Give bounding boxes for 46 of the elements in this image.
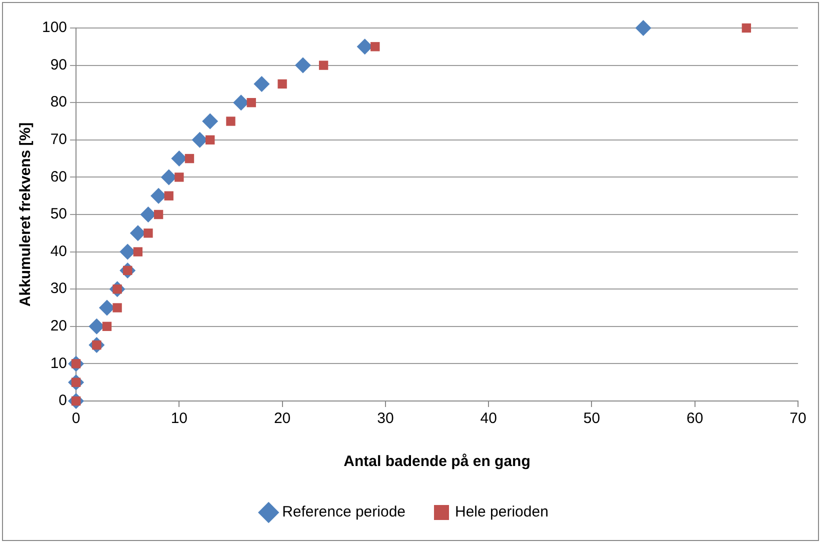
x-tick-label: 40 xyxy=(480,410,497,428)
y-axis-title: Akkumuleret frekvens [%] xyxy=(17,122,34,307)
y-tick-label: 80 xyxy=(50,94,68,111)
point xyxy=(226,116,236,126)
point xyxy=(254,76,270,92)
point xyxy=(278,79,287,89)
point xyxy=(102,322,112,331)
point xyxy=(246,98,256,108)
y-tick-label: 90 xyxy=(50,56,68,74)
point xyxy=(184,154,194,164)
point xyxy=(742,23,752,33)
point xyxy=(98,300,115,316)
y-tick-label: 50 xyxy=(50,206,68,223)
point xyxy=(370,42,380,52)
point xyxy=(112,303,122,312)
y-tick-label: 20 xyxy=(50,318,68,335)
point xyxy=(160,169,177,186)
y-tick-label: 0 xyxy=(58,392,68,410)
x-tick-label: 60 xyxy=(686,410,704,428)
y-tick-label: 10 xyxy=(50,354,68,372)
y-tick-label: 100 xyxy=(42,19,68,36)
legend-label: Reference periode xyxy=(282,504,406,521)
point xyxy=(133,247,143,256)
point xyxy=(356,38,373,55)
point xyxy=(174,172,184,182)
y-tick-label: 30 xyxy=(50,280,68,298)
x-tick-label: 10 xyxy=(170,410,188,428)
point xyxy=(130,225,146,242)
x-tick-label: 70 xyxy=(790,410,806,428)
x-tick-label: 50 xyxy=(583,410,600,428)
point xyxy=(202,113,218,130)
point xyxy=(318,60,328,70)
x-axis-title: Antal badende på en gang xyxy=(344,453,530,470)
legend-label: Hele perioden xyxy=(455,504,548,521)
x-tick-label: 0 xyxy=(72,410,80,428)
point xyxy=(154,210,164,220)
x-tick-label: 30 xyxy=(377,410,394,428)
point xyxy=(144,228,153,238)
y-tick-label: 40 xyxy=(50,242,68,260)
y-tick-label: 60 xyxy=(50,168,68,186)
point xyxy=(206,135,215,144)
y-tick-label: 70 xyxy=(50,131,68,148)
x-tick-label: 20 xyxy=(274,410,291,428)
point xyxy=(635,20,652,36)
point xyxy=(164,191,174,200)
point xyxy=(294,57,311,74)
